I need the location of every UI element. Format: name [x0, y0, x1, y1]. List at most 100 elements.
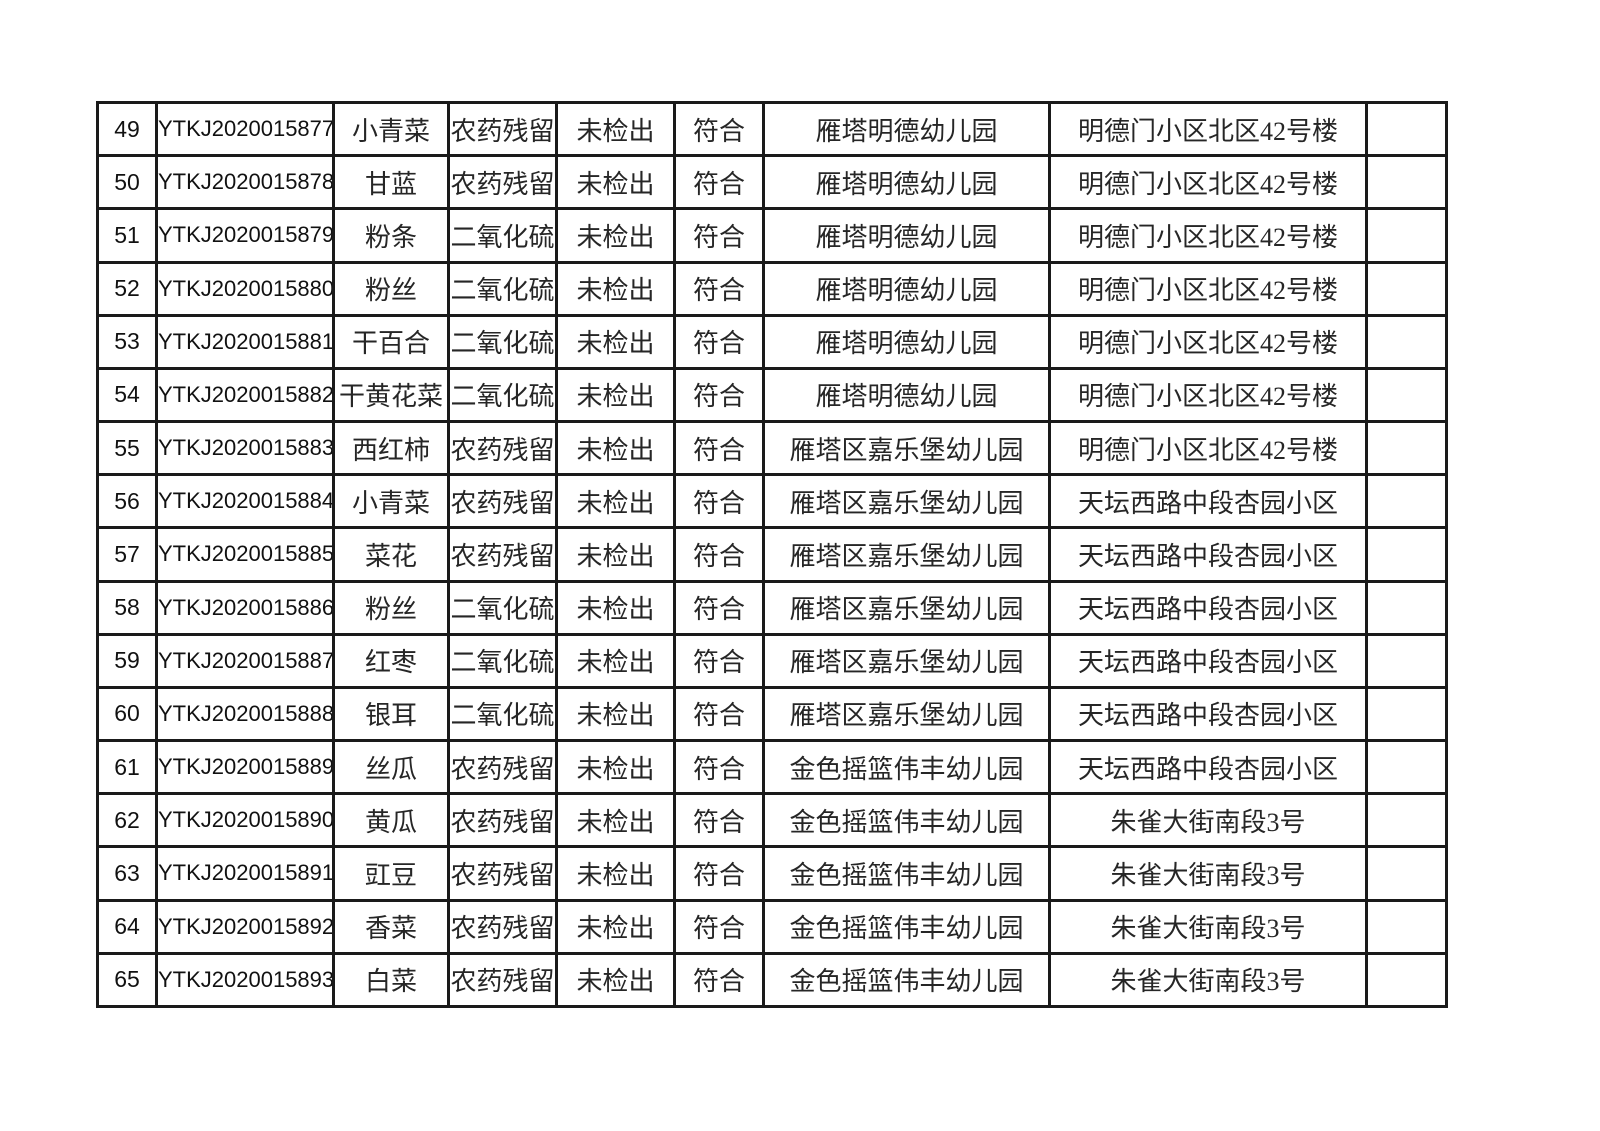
cell-conclusion: 符合 — [673, 154, 765, 211]
table-row: 56 YTKJ2020015884 小青菜 农药残留 未检出 符合 雁塔区嘉乐堡… — [96, 473, 1448, 530]
cell-row-number: 64 — [96, 898, 158, 955]
cell-address: 明德门小区北区42号楼 — [1048, 100, 1368, 158]
table-row: 51 YTKJ2020015879 粉条 二氧化硫 未检出 符合 雁塔明德幼儿园… — [96, 207, 1448, 264]
cell-organization: 雁塔区嘉乐堡幼儿园 — [762, 685, 1051, 743]
cell-row-number: 58 — [96, 579, 158, 636]
cell-test-result: 未检出 — [555, 207, 676, 264]
cell-address: 明德门小区北区42号楼 — [1048, 366, 1368, 424]
cell-address: 天坛西路中段杏园小区 — [1048, 632, 1368, 689]
cell-organization: 金色摇篮伟丰幼儿园 — [762, 898, 1051, 955]
cell-remark — [1365, 579, 1448, 636]
cell-sample-name: 豇豆 — [332, 845, 450, 902]
cell-remark — [1365, 420, 1448, 477]
cell-sample-name: 香菜 — [332, 898, 450, 955]
cell-test-item: 农药残留 — [447, 739, 558, 796]
cell-organization: 雁塔明德幼儿园 — [762, 366, 1051, 424]
cell-remark — [1365, 154, 1448, 211]
cell-test-item: 二氧化硫 — [447, 260, 558, 317]
cell-test-item: 二氧化硫 — [447, 579, 558, 636]
cell-row-number: 57 — [96, 526, 158, 583]
cell-conclusion: 符合 — [673, 100, 765, 158]
cell-conclusion: 符合 — [673, 792, 765, 849]
cell-remark — [1365, 792, 1448, 849]
cell-address: 天坛西路中段杏园小区 — [1048, 579, 1368, 636]
cell-organization: 雁塔明德幼儿园 — [762, 313, 1051, 370]
cell-remark — [1365, 100, 1448, 158]
cell-row-number: 61 — [96, 739, 158, 796]
cell-sample-id: YTKJ2020015885 — [155, 526, 335, 583]
cell-address: 明德门小区北区42号楼 — [1048, 207, 1368, 264]
cell-conclusion: 符合 — [673, 951, 765, 1009]
cell-organization: 金色摇篮伟丰幼儿园 — [762, 739, 1051, 796]
cell-sample-name: 银耳 — [332, 685, 450, 743]
inspection-results-table: 49 YTKJ2020015877 小青菜 农药残留 未检出 符合 雁塔明德幼儿… — [96, 100, 1448, 1009]
cell-test-item: 农药残留 — [447, 845, 558, 902]
cell-test-result: 未检出 — [555, 313, 676, 370]
cell-conclusion: 符合 — [673, 898, 765, 955]
cell-test-result: 未检出 — [555, 739, 676, 796]
cell-sample-id: YTKJ2020015883 — [155, 420, 335, 477]
cell-address: 朱雀大街南段3号 — [1048, 792, 1368, 849]
table-row: 63 YTKJ2020015891 豇豆 农药残留 未检出 符合 金色摇篮伟丰幼… — [96, 845, 1448, 902]
cell-row-number: 60 — [96, 685, 158, 743]
cell-test-item: 农药残留 — [447, 898, 558, 955]
cell-address: 天坛西路中段杏园小区 — [1048, 739, 1368, 796]
cell-sample-id: YTKJ2020015892 — [155, 898, 335, 955]
table-row: 53 YTKJ2020015881 干百合 二氧化硫 未检出 符合 雁塔明德幼儿… — [96, 313, 1448, 370]
cell-test-result: 未检出 — [555, 366, 676, 424]
cell-test-result: 未检出 — [555, 845, 676, 902]
cell-address: 朱雀大街南段3号 — [1048, 951, 1368, 1009]
cell-address: 明德门小区北区42号楼 — [1048, 154, 1368, 211]
cell-remark — [1365, 526, 1448, 583]
cell-row-number: 63 — [96, 845, 158, 902]
cell-conclusion: 符合 — [673, 739, 765, 796]
cell-test-item: 二氧化硫 — [447, 313, 558, 370]
cell-conclusion: 符合 — [673, 526, 765, 583]
cell-remark — [1365, 207, 1448, 264]
cell-organization: 金色摇篮伟丰幼儿园 — [762, 951, 1051, 1009]
cell-test-item: 农药残留 — [447, 100, 558, 158]
cell-row-number: 56 — [96, 473, 158, 530]
cell-sample-name: 甘蓝 — [332, 154, 450, 211]
cell-organization: 金色摇篮伟丰幼儿园 — [762, 792, 1051, 849]
cell-address: 明德门小区北区42号楼 — [1048, 420, 1368, 477]
cell-sample-id: YTKJ2020015882 — [155, 366, 335, 424]
cell-test-item: 农药残留 — [447, 420, 558, 477]
cell-test-item: 农药残留 — [447, 951, 558, 1009]
cell-row-number: 55 — [96, 420, 158, 477]
cell-test-result: 未检出 — [555, 100, 676, 158]
cell-sample-name: 黄瓜 — [332, 792, 450, 849]
cell-address: 天坛西路中段杏园小区 — [1048, 526, 1368, 583]
cell-remark — [1365, 685, 1448, 743]
cell-test-result: 未检出 — [555, 473, 676, 530]
cell-remark — [1365, 473, 1448, 530]
cell-sample-name: 白菜 — [332, 951, 450, 1009]
cell-test-result: 未检出 — [555, 526, 676, 583]
cell-address: 天坛西路中段杏园小区 — [1048, 473, 1368, 530]
cell-test-item: 二氧化硫 — [447, 632, 558, 689]
cell-test-item: 农药残留 — [447, 526, 558, 583]
cell-sample-id: YTKJ2020015888 — [155, 685, 335, 743]
cell-row-number: 62 — [96, 792, 158, 849]
cell-sample-id: YTKJ2020015889 — [155, 739, 335, 796]
cell-conclusion: 符合 — [673, 579, 765, 636]
table-row: 60 YTKJ2020015888 银耳 二氧化硫 未检出 符合 雁塔区嘉乐堡幼… — [96, 685, 1448, 743]
cell-sample-name: 西红柿 — [332, 420, 450, 477]
cell-sample-name: 粉丝 — [332, 579, 450, 636]
cell-sample-id: YTKJ2020015881 — [155, 313, 335, 370]
cell-row-number: 52 — [96, 260, 158, 317]
cell-remark — [1365, 898, 1448, 955]
table-row: 57 YTKJ2020015885 菜花 农药残留 未检出 符合 雁塔区嘉乐堡幼… — [96, 526, 1448, 583]
cell-test-item: 农药残留 — [447, 792, 558, 849]
cell-row-number: 54 — [96, 366, 158, 424]
cell-address: 朱雀大街南段3号 — [1048, 845, 1368, 902]
cell-address: 朱雀大街南段3号 — [1048, 898, 1368, 955]
cell-row-number: 65 — [96, 951, 158, 1009]
cell-sample-name: 菜花 — [332, 526, 450, 583]
cell-organization: 雁塔明德幼儿园 — [762, 260, 1051, 317]
table-row: 58 YTKJ2020015886 粉丝 二氧化硫 未检出 符合 雁塔区嘉乐堡幼… — [96, 579, 1448, 636]
cell-sample-id: YTKJ2020015878 — [155, 154, 335, 211]
cell-sample-id: YTKJ2020015887 — [155, 632, 335, 689]
cell-sample-name: 小青菜 — [332, 473, 450, 530]
cell-organization: 雁塔区嘉乐堡幼儿园 — [762, 420, 1051, 477]
